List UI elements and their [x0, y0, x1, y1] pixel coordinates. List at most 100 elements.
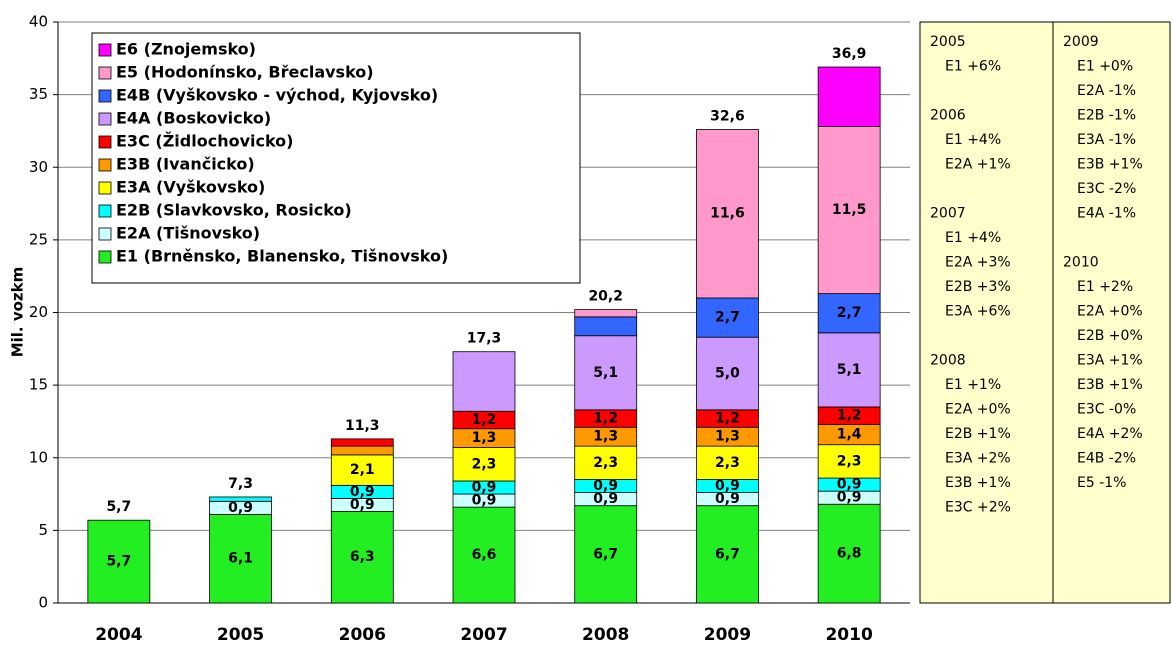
value-label: 1,3: [472, 430, 497, 446]
legend-swatch: [98, 89, 112, 103]
y-tick-label: 20: [29, 303, 48, 321]
bar-segment: [817, 444, 881, 479]
legend-swatch: [98, 158, 112, 172]
bar-segment: [330, 511, 394, 604]
panel-line: E3A +1%: [1077, 353, 1143, 369]
panel-line: E1 +4%: [945, 132, 1001, 148]
value-label: 1,3: [715, 429, 740, 445]
y-tick-label: 5: [38, 521, 48, 539]
value-label: 11,5: [832, 202, 867, 218]
value-label: 1,2: [715, 411, 740, 427]
value-label: 0,9: [350, 484, 375, 500]
value-label: 1,2: [472, 412, 497, 428]
value-label: 0,9: [715, 491, 740, 507]
legend-swatch: [98, 181, 112, 195]
x-tick-label: 2010: [825, 625, 872, 645]
x-tick-label: 2009: [704, 625, 751, 645]
bar-segment: [574, 335, 638, 411]
x-tick-label: 2005: [217, 625, 264, 645]
panel-column: [1052, 21, 1171, 604]
value-label: 2,3: [837, 453, 862, 469]
panel-year: 2010: [1063, 255, 1099, 271]
bar-segment: [209, 513, 272, 604]
value-label: 6,6: [472, 547, 497, 563]
legend-label: E6 (Znojemsko): [116, 40, 256, 59]
bar-segment: [330, 445, 394, 456]
x-tick-label: 2008: [582, 625, 629, 645]
panel-year: 2007: [930, 206, 966, 222]
x-tick-label: 2004: [95, 625, 142, 645]
value-label: 0,9: [472, 493, 497, 509]
panel-year: 2006: [930, 108, 966, 124]
legend-swatch: [98, 227, 112, 241]
value-label: 6,1: [228, 551, 253, 567]
x-tick-label: 2007: [460, 625, 507, 645]
legend-label: E1 (Brněnsko, Blanensko, Tišnovsko): [116, 247, 448, 266]
panel-line: E2A +1%: [945, 157, 1011, 173]
bar-segment: [452, 351, 516, 412]
panel-line: E2B +0%: [1077, 328, 1143, 344]
legend-swatch: [98, 135, 112, 149]
value-label: 1,2: [593, 411, 618, 427]
panel-line: E3A +6%: [945, 304, 1011, 320]
value-label: 6,8: [837, 546, 862, 562]
bar-segment: [696, 297, 759, 338]
y-tick-label: 10: [29, 448, 48, 466]
value-label: 11,6: [710, 206, 745, 222]
value-label: 6,7: [593, 546, 618, 562]
bar-segment: [209, 496, 272, 502]
bar-segment: [696, 336, 759, 411]
y-tick-label: 25: [29, 230, 48, 248]
value-label: 1,4: [837, 427, 862, 443]
y-tick-label: 0: [38, 594, 48, 612]
value-label: 2,3: [593, 455, 618, 471]
total-label: 17,3: [467, 331, 502, 347]
legend-label: E4A (Boskovicko): [116, 109, 271, 128]
bar-segment: [817, 126, 881, 295]
bar-segment: [87, 519, 151, 604]
legend-label: E3A (Vyškovsko): [116, 178, 265, 197]
legend-label: E2B (Slavkovsko, Rosicko): [116, 201, 352, 220]
panel-line: E4B -2%: [1077, 451, 1136, 467]
legend-label: E4B (Vyškovsko - východ, Kyjovsko): [116, 86, 438, 105]
legend-label: E5 (Hodonínsko, Břeclavsko): [116, 63, 374, 82]
panel-line: E1 +4%: [945, 230, 1001, 246]
legend-label: E3C (Židlochovicko): [116, 132, 293, 151]
x-tick-label: 2006: [339, 625, 386, 645]
panel-line: E3A -1%: [1077, 132, 1136, 148]
panel-line: E2A +0%: [1077, 304, 1143, 320]
panel-line: E1 +2%: [1077, 279, 1133, 295]
bar-segment: [696, 129, 759, 299]
panel-line: E1 +0%: [1077, 59, 1133, 75]
panel-line: E3C -0%: [1077, 402, 1136, 418]
bar-segment: [452, 506, 516, 604]
panel-line: E4A +2%: [1077, 426, 1143, 442]
bar-segment: [817, 332, 881, 408]
panel-year: 2008: [930, 353, 966, 369]
panel-line: E3B +1%: [1077, 157, 1143, 173]
panel-year: 2005: [930, 34, 966, 50]
value-label: 0,9: [472, 480, 497, 496]
value-label: 5,0: [715, 366, 740, 382]
value-label: 1,3: [593, 429, 618, 445]
total-label: 32,6: [710, 108, 745, 124]
y-tick-label: 35: [29, 85, 48, 103]
panel-line: E2B +3%: [945, 279, 1011, 295]
value-label: 2,7: [837, 305, 862, 321]
legend-swatch: [98, 66, 112, 80]
legend-swatch: [98, 204, 112, 218]
total-label: 5,7: [106, 499, 131, 515]
legend-box: [91, 32, 581, 284]
value-label: 2,7: [715, 310, 740, 326]
value-label: 6,7: [715, 546, 740, 562]
panel-line: E2A +3%: [945, 255, 1011, 271]
panel-line: E2A +0%: [945, 402, 1011, 418]
total-label: 20,2: [588, 289, 623, 305]
panel-line: E1 +6%: [945, 59, 1001, 75]
y-tick-label: 30: [29, 158, 48, 176]
bar-segment: [817, 293, 881, 334]
value-label: 0,9: [837, 490, 862, 506]
legend-swatch: [98, 112, 112, 126]
value-label: 0,9: [593, 491, 618, 507]
